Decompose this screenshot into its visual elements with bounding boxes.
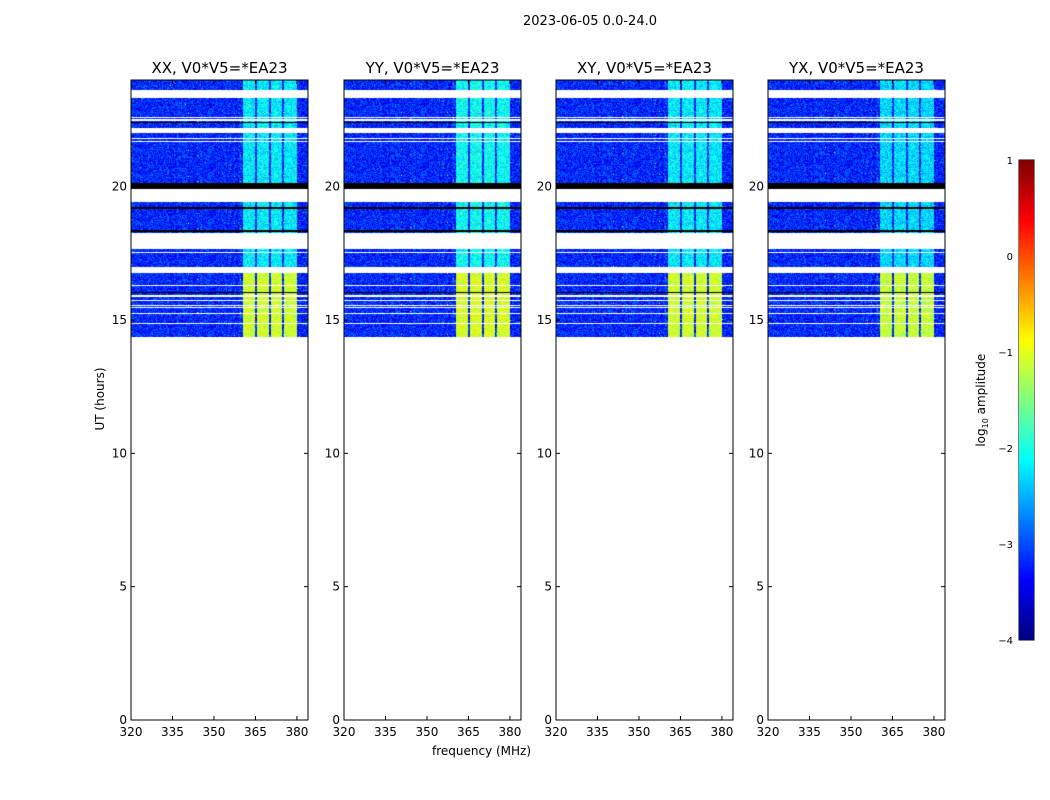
y-tick-label: 10 (749, 446, 764, 460)
y-tick-label: 0 (332, 713, 340, 727)
x-tick-label: 380 (498, 725, 521, 739)
x-axis-label: frequency (MHz) (432, 744, 532, 758)
colorbar-tick-label: −1 (998, 348, 1013, 359)
panel-frame (130, 79, 309, 721)
x-tick-label: 320 (545, 725, 568, 739)
panel-title: YY, V0*V5=*EA23 (365, 59, 500, 77)
y-tick-label: 5 (332, 580, 340, 594)
y-tick-label: 20 (112, 180, 127, 194)
y-tick-label: 10 (325, 446, 340, 460)
panel-title: YX, V0*V5=*EA23 (789, 59, 924, 77)
x-tick-label: 335 (798, 725, 821, 739)
x-tick-label: 365 (457, 725, 480, 739)
x-tick-label: 320 (120, 725, 143, 739)
colorbar-tick-label: 0 (1007, 252, 1013, 263)
x-tick-label: 335 (374, 725, 397, 739)
x-tick-label: 350 (416, 725, 439, 739)
heatmap-panel (556, 80, 733, 720)
y-tick-label: 5 (756, 580, 764, 594)
y-tick-label: 5 (119, 580, 127, 594)
x-tick-label: 365 (244, 725, 267, 739)
x-tick-label: 380 (710, 725, 733, 739)
y-axis-label: UT (hours) (93, 367, 107, 431)
y-tick-label: 15 (325, 313, 340, 327)
colorbar (1019, 160, 1034, 640)
x-tick-label: 350 (203, 725, 226, 739)
x-tick-label: 320 (757, 725, 780, 739)
x-tick-label: 335 (161, 725, 184, 739)
y-tick-label: 10 (112, 446, 127, 460)
y-tick-label: 0 (544, 713, 552, 727)
y-tick-label: 0 (119, 713, 127, 727)
panel-title: XX, V0*V5=*EA23 (151, 59, 288, 77)
colorbar-label: log10 amplitude (973, 353, 991, 447)
panel-frame (555, 79, 734, 721)
x-tick-label: 365 (881, 725, 904, 739)
x-tick-label: 350 (628, 725, 651, 739)
y-tick-label: 20 (749, 180, 764, 194)
x-tick-label: 320 (333, 725, 356, 739)
x-tick-label: 380 (922, 725, 945, 739)
panel-frame (343, 79, 522, 721)
colorbar-tick-label: −4 (998, 636, 1013, 647)
y-tick-label: 15 (749, 313, 764, 327)
colorbar-tick-label: 1 (1007, 156, 1013, 167)
y-tick-label: 5 (544, 580, 552, 594)
panel-frame (767, 79, 946, 721)
figure-title: 2023-06-05 0.0-24.0 (523, 14, 657, 29)
y-tick-label: 20 (537, 180, 552, 194)
heatmap-panel (768, 80, 945, 720)
panel-title: XY, V0*V5=*EA23 (577, 59, 712, 77)
heatmap-panel (344, 80, 521, 720)
y-tick-label: 10 (537, 446, 552, 460)
x-tick-label: 350 (840, 725, 863, 739)
x-tick-label: 335 (586, 725, 609, 739)
colorbar-tick-label: −2 (998, 444, 1013, 455)
y-tick-label: 0 (756, 713, 764, 727)
heatmap-panel (131, 80, 308, 720)
y-tick-label: 15 (537, 313, 552, 327)
x-tick-label: 365 (669, 725, 692, 739)
y-tick-label: 15 (112, 313, 127, 327)
x-tick-label: 380 (285, 725, 308, 739)
colorbar-tick-label: −3 (998, 540, 1013, 551)
y-tick-label: 20 (325, 180, 340, 194)
